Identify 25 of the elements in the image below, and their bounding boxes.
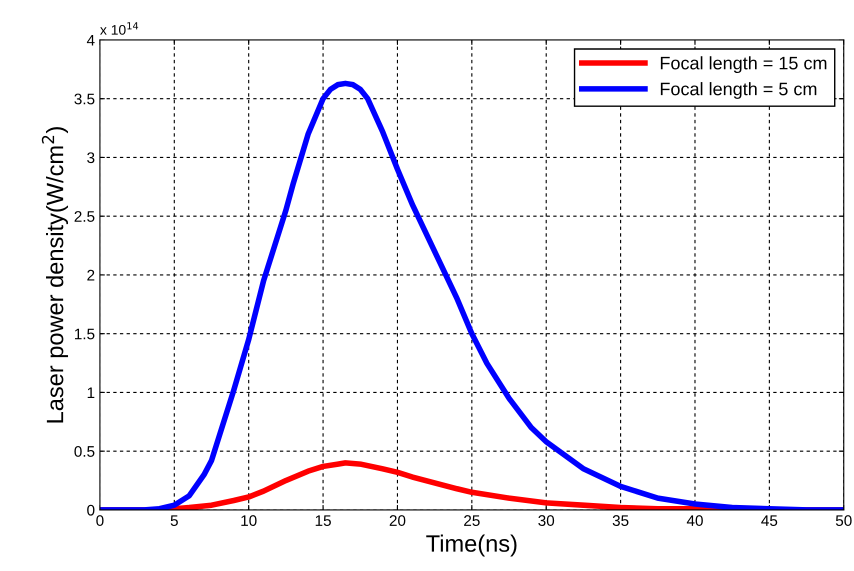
y-tick-label: 1.5	[74, 328, 94, 340]
y-axis-title: Laser power density(W/cm$^{2}$)	[42, 127, 68, 422]
x-tick-label: 30	[538, 515, 554, 526]
legend-label: Focal length = 15 cm	[660, 56, 826, 74]
y-tick-label: 1	[88, 387, 94, 398]
y-tick-label: 2	[87, 270, 94, 280]
y-tick-label: 0.5	[74, 446, 94, 457]
x-tick-label: 40	[686, 515, 703, 526]
y-tick-label: 0	[87, 504, 94, 516]
y-tick-label: 4	[86, 34, 95, 46]
x-tick-label: 35	[612, 515, 628, 526]
x-tick-label: 50	[836, 515, 852, 526]
x-tick-label: 45	[761, 515, 778, 526]
x-tick-label: 20	[390, 515, 406, 526]
x-tick-label: 0	[96, 515, 104, 526]
y-tick-label: 3.5	[74, 94, 94, 104]
x-tick-label: 15	[316, 515, 331, 526]
legend-label: Focal length = 5 cm	[660, 82, 816, 99]
y-tick-label: 2.5	[74, 211, 94, 222]
text: x 10$^{14}$	[100, 22, 138, 35]
x-axis-title: Time(ns)	[426, 534, 516, 557]
x-tick-label: 25	[464, 515, 480, 526]
x-tick-label: 10	[241, 515, 257, 526]
x-tick-label: 5	[170, 515, 178, 526]
y-tick-label: 3	[87, 152, 94, 164]
